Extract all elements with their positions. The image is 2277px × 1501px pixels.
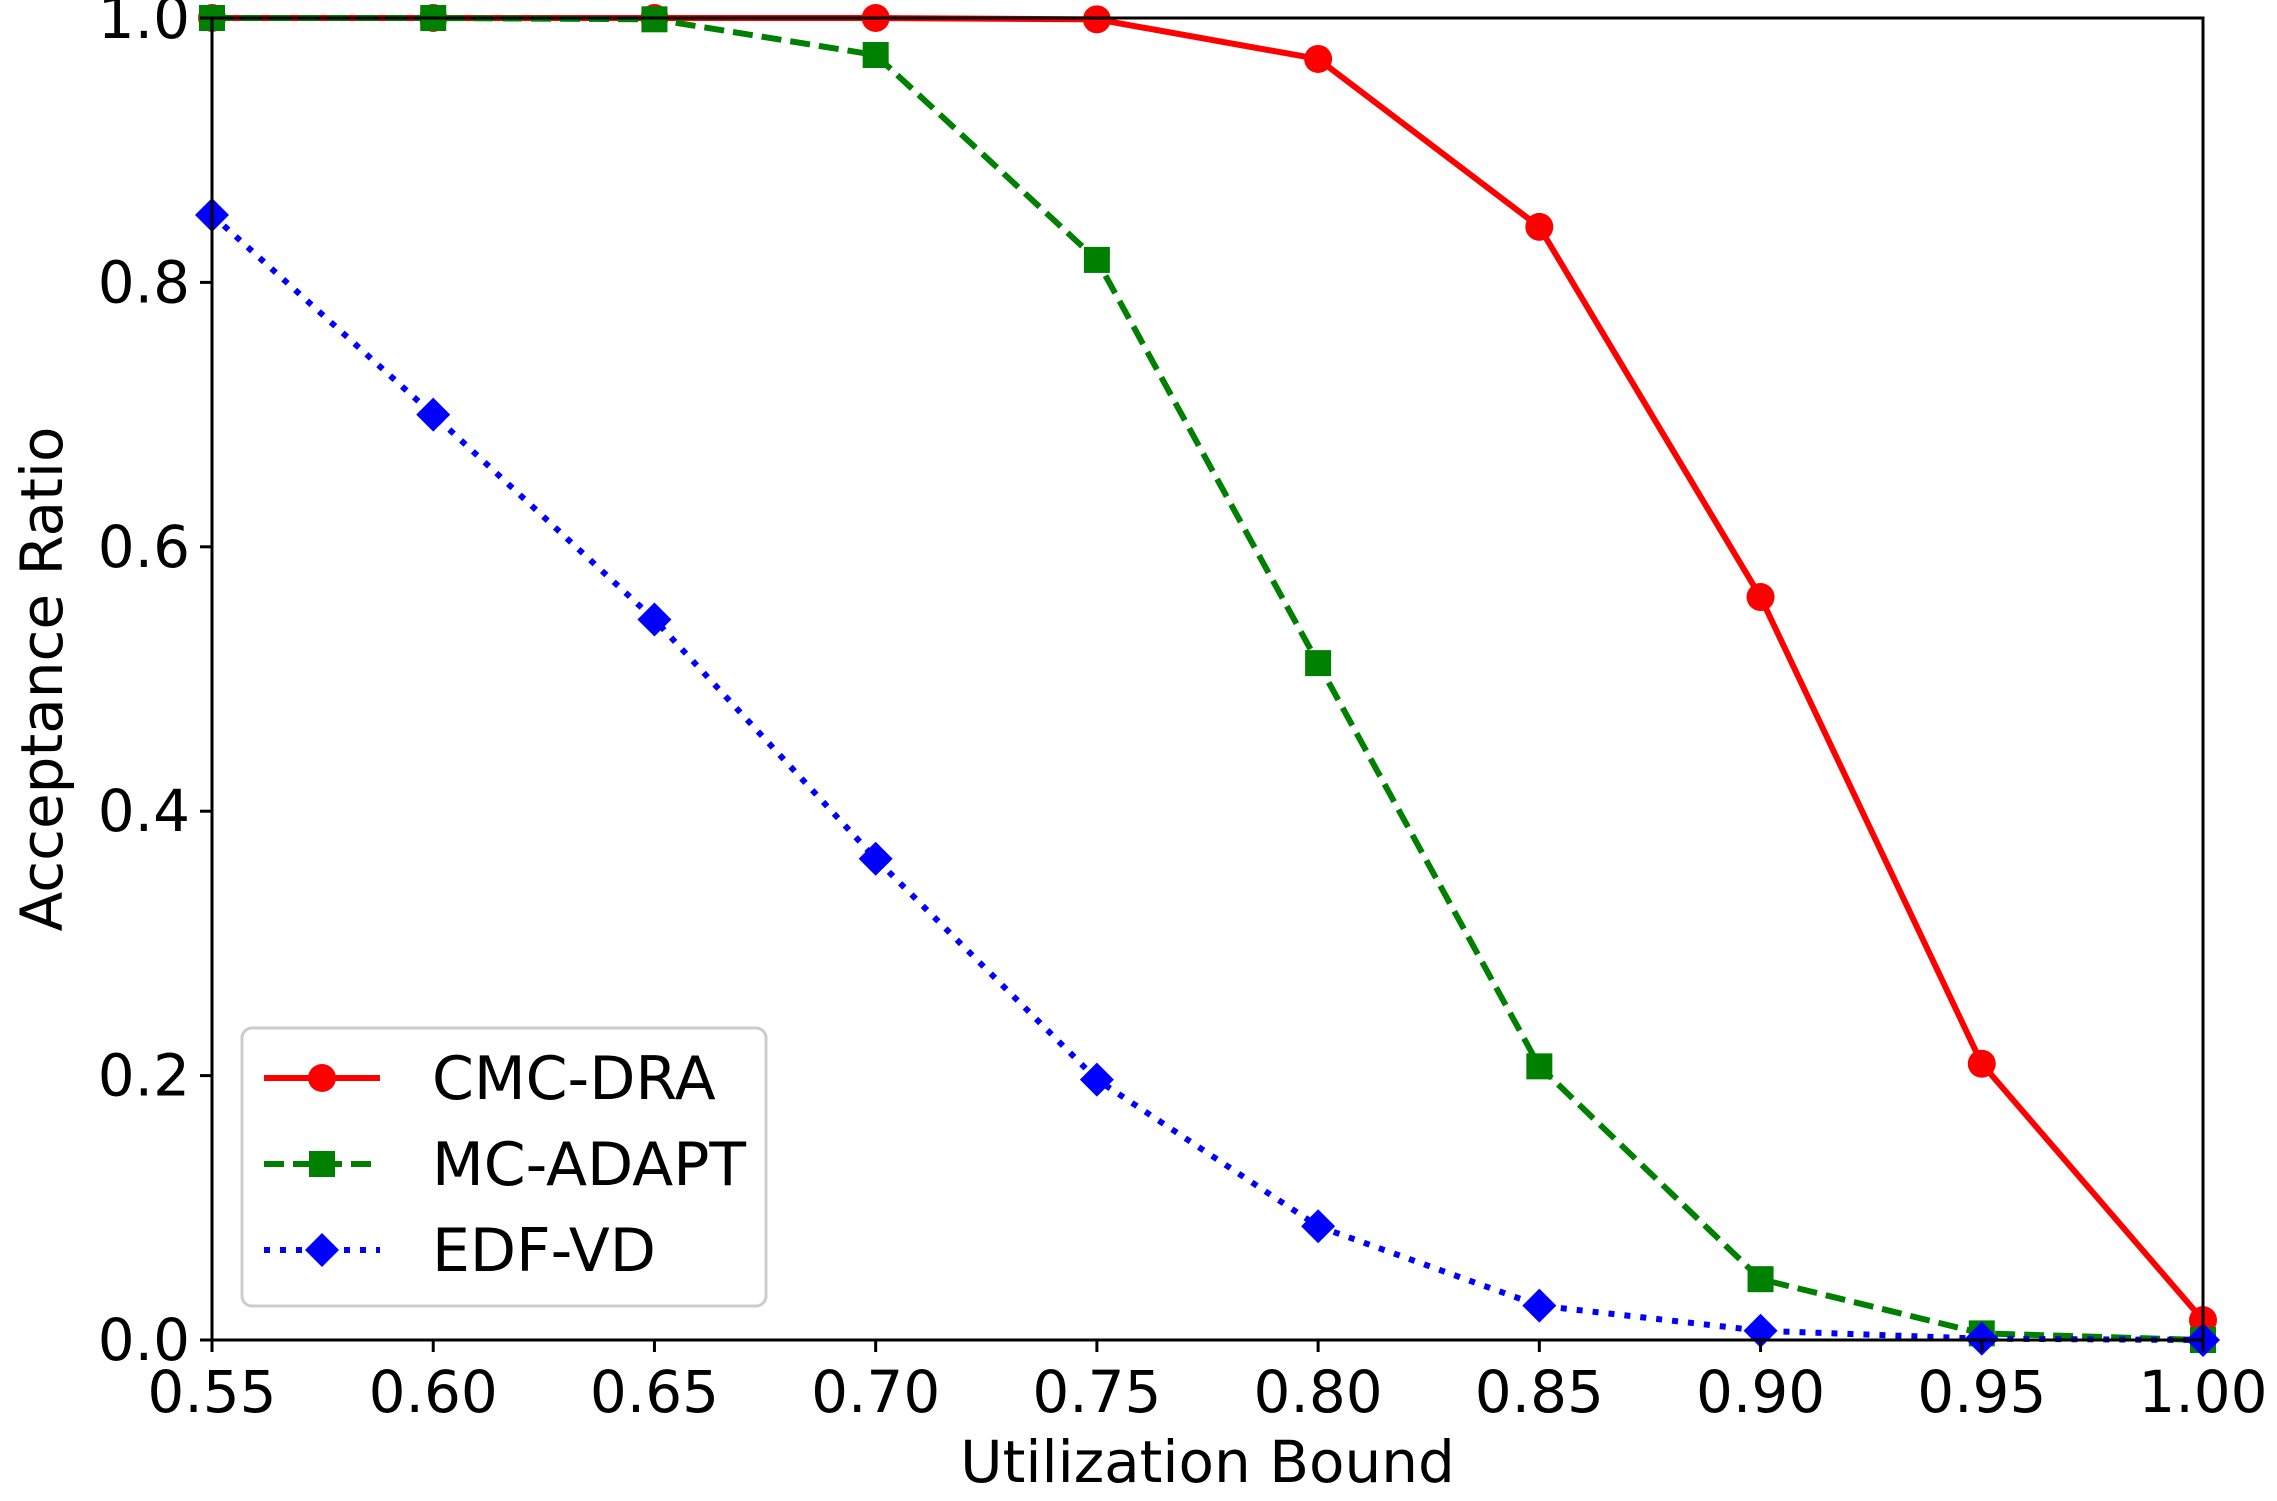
y-tick-label: 1.0 bbox=[98, 0, 190, 52]
legend-label-cmc-dra: CMC-DRA bbox=[432, 1044, 716, 1114]
data-point-mc-adapt bbox=[1083, 246, 1110, 273]
data-point-cmc-dra bbox=[1746, 583, 1775, 612]
data-point-edf-vd bbox=[1301, 1209, 1336, 1244]
y-tick-label: 0.8 bbox=[98, 248, 190, 316]
data-point-edf-vd bbox=[416, 397, 451, 432]
legend: CMC-DRA MC-ADAPT EDF-VD bbox=[240, 1026, 768, 1308]
x-tick-label: 0.80 bbox=[1254, 1358, 1383, 1426]
data-point-edf-vd bbox=[858, 841, 893, 876]
plot-frame bbox=[210, 16, 2205, 1342]
x-axis-title: Utilization Bound bbox=[960, 1428, 1455, 1496]
data-point-mc-adapt bbox=[862, 42, 889, 69]
data-point-mc-adapt bbox=[1526, 1053, 1553, 1080]
y-tick-label: 0.6 bbox=[98, 513, 190, 581]
legend-label-mc-adapt: MC-ADAPT bbox=[432, 1130, 746, 1200]
data-point-cmc-dra bbox=[1525, 212, 1554, 241]
legend-marker-mc-adapt bbox=[309, 1151, 335, 1177]
legend-box bbox=[240, 1026, 768, 1308]
legend-marker-edf-vd bbox=[305, 1233, 339, 1267]
x-tick-label: 0.70 bbox=[811, 1358, 940, 1426]
data-point-cmc-dra bbox=[1304, 44, 1333, 73]
y-tick-label: 0.0 bbox=[98, 1306, 190, 1374]
y-tick-label: 0.4 bbox=[98, 777, 190, 845]
data-point-mc-adapt bbox=[1305, 650, 1332, 677]
axis-layer: 0.55 0.60 0.65 0.70 0.75 0.80 0.85 0.90 0.95 1.00… bbox=[98, 0, 2268, 1426]
data-point-mc-adapt bbox=[1747, 1266, 1774, 1293]
data-point-edf-vd bbox=[1079, 1062, 1114, 1097]
data-point-edf-vd bbox=[637, 602, 672, 637]
series-line-edf-vd bbox=[209, 212, 2204, 1343]
x-tick-label: 0.90 bbox=[1696, 1358, 1825, 1426]
data-point-cmc-dra bbox=[1967, 1049, 1996, 1078]
x-tick-label: 0.75 bbox=[1032, 1358, 1161, 1426]
legend-marker-cmc-dra bbox=[308, 1064, 336, 1092]
y-tick-label: 0.2 bbox=[98, 1042, 190, 1110]
x-tick-label: 0.95 bbox=[1917, 1358, 2046, 1426]
x-tick-label: 0.55 bbox=[147, 1358, 276, 1426]
y-axis-title: Acceptance Ratio bbox=[8, 427, 76, 932]
x-tick-label: 1.00 bbox=[2138, 1358, 2267, 1426]
data-point-edf-vd bbox=[1522, 1288, 1557, 1323]
legend-label-edf-vd: EDF-VD bbox=[432, 1216, 656, 1286]
x-tick-label: 0.60 bbox=[369, 1358, 498, 1426]
x-tick-label: 0.85 bbox=[1475, 1358, 1604, 1426]
x-tick-label: 0.65 bbox=[590, 1358, 719, 1426]
